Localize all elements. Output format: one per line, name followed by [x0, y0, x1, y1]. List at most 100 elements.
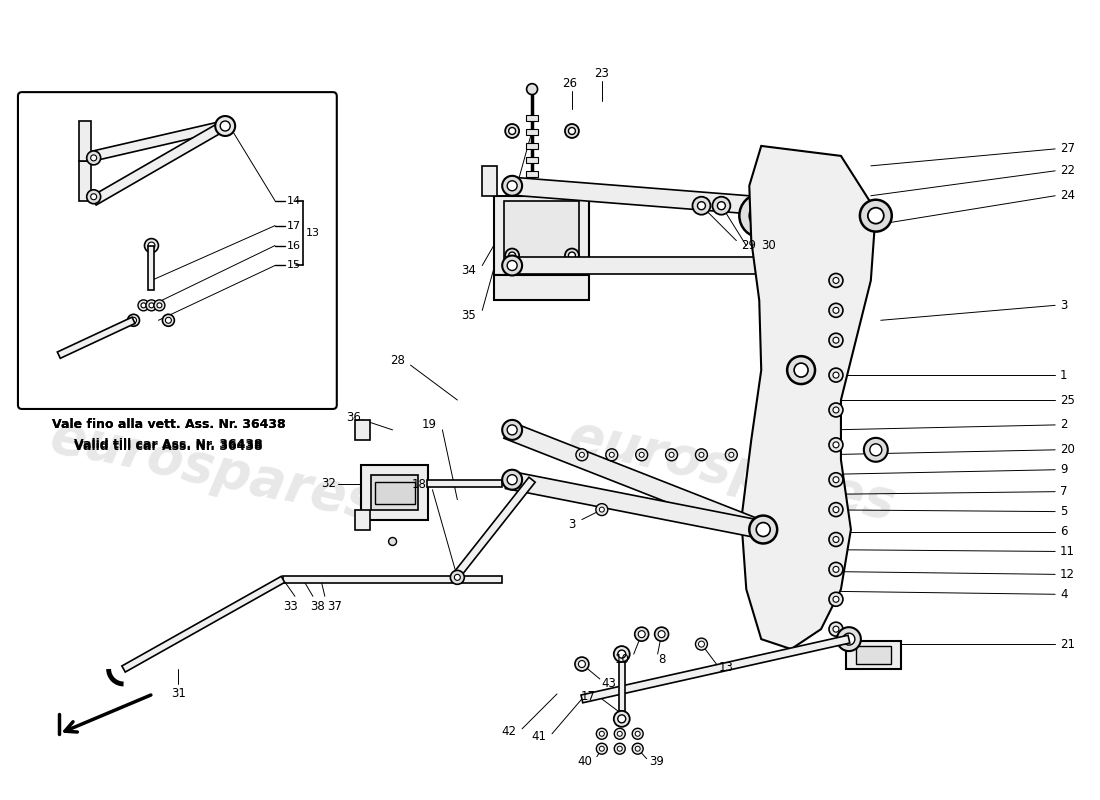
Circle shape	[614, 711, 629, 727]
Circle shape	[450, 570, 464, 584]
Circle shape	[508, 127, 516, 134]
Circle shape	[749, 515, 778, 543]
Bar	[79, 121, 90, 161]
Circle shape	[505, 124, 519, 138]
Text: 24: 24	[1060, 190, 1075, 202]
Text: 41: 41	[531, 730, 546, 743]
Text: 40: 40	[578, 755, 592, 768]
Circle shape	[618, 650, 626, 658]
Text: 3: 3	[569, 518, 576, 531]
Text: Valid till car Ass. Nr. 36438: Valid till car Ass. Nr. 36438	[74, 440, 263, 454]
Circle shape	[600, 746, 604, 751]
Polygon shape	[122, 576, 285, 672]
Circle shape	[87, 151, 100, 165]
Circle shape	[638, 630, 646, 638]
Circle shape	[505, 249, 519, 262]
Circle shape	[833, 307, 839, 314]
Circle shape	[829, 368, 843, 382]
Polygon shape	[507, 257, 761, 274]
Circle shape	[146, 300, 157, 311]
Circle shape	[216, 116, 235, 136]
Circle shape	[833, 506, 839, 513]
Circle shape	[148, 303, 154, 308]
Circle shape	[829, 274, 843, 287]
Text: 5: 5	[1060, 505, 1067, 518]
Circle shape	[654, 627, 669, 641]
Circle shape	[507, 181, 517, 190]
Circle shape	[725, 449, 737, 461]
Text: 21: 21	[1060, 638, 1075, 650]
Circle shape	[829, 403, 843, 417]
Circle shape	[833, 626, 839, 632]
Circle shape	[756, 210, 767, 222]
Text: 22: 22	[1060, 164, 1075, 178]
Text: 39: 39	[650, 755, 664, 768]
Circle shape	[829, 622, 843, 636]
Circle shape	[144, 238, 158, 253]
Text: 18: 18	[411, 478, 427, 491]
Circle shape	[833, 596, 839, 602]
Text: 30: 30	[761, 239, 776, 252]
Bar	[526, 171, 538, 177]
Circle shape	[148, 242, 155, 249]
Circle shape	[829, 438, 843, 452]
Text: 34: 34	[461, 264, 476, 277]
Text: 1: 1	[1060, 369, 1068, 382]
Circle shape	[860, 200, 892, 232]
Text: 17: 17	[581, 690, 596, 703]
Circle shape	[713, 197, 730, 214]
Circle shape	[729, 452, 734, 458]
Polygon shape	[454, 478, 536, 577]
Text: 43: 43	[602, 678, 617, 690]
Text: 27: 27	[1060, 142, 1075, 155]
Circle shape	[131, 318, 136, 323]
Polygon shape	[91, 122, 226, 205]
Circle shape	[870, 444, 882, 456]
Text: 37: 37	[328, 600, 342, 613]
Circle shape	[697, 202, 705, 210]
Circle shape	[717, 202, 725, 210]
Text: 29: 29	[741, 239, 757, 252]
Circle shape	[614, 743, 625, 754]
Circle shape	[508, 252, 516, 259]
Circle shape	[503, 255, 522, 275]
Circle shape	[576, 449, 587, 461]
Circle shape	[507, 474, 517, 485]
Circle shape	[749, 204, 773, 228]
Bar	[482, 166, 497, 196]
Circle shape	[527, 84, 538, 94]
Circle shape	[579, 661, 585, 667]
Bar	[371, 474, 418, 510]
Circle shape	[833, 566, 839, 572]
Text: 11: 11	[1060, 545, 1075, 558]
Circle shape	[829, 473, 843, 486]
Circle shape	[87, 190, 100, 204]
Circle shape	[829, 533, 843, 546]
Circle shape	[693, 197, 711, 214]
Circle shape	[658, 630, 666, 638]
Text: Vale fino alla vett. Ass. Nr. 36438: Vale fino alla vett. Ass. Nr. 36438	[52, 418, 285, 431]
Text: 33: 33	[284, 600, 298, 613]
Text: 13: 13	[306, 228, 320, 238]
Text: 13: 13	[718, 661, 734, 674]
Circle shape	[695, 638, 707, 650]
Bar	[354, 420, 370, 440]
Text: 4: 4	[1060, 588, 1068, 601]
Circle shape	[507, 261, 517, 270]
Text: eurospares: eurospares	[563, 410, 900, 530]
Bar	[494, 196, 588, 275]
Circle shape	[388, 538, 397, 546]
Polygon shape	[92, 121, 224, 161]
Bar	[526, 129, 538, 135]
Polygon shape	[57, 317, 135, 358]
Polygon shape	[283, 576, 503, 583]
Circle shape	[833, 537, 839, 542]
Circle shape	[695, 449, 707, 461]
Circle shape	[833, 338, 839, 343]
Polygon shape	[428, 480, 503, 487]
Circle shape	[596, 743, 607, 754]
Polygon shape	[741, 146, 876, 649]
Polygon shape	[619, 659, 625, 719]
Circle shape	[569, 127, 575, 134]
Circle shape	[128, 314, 140, 326]
